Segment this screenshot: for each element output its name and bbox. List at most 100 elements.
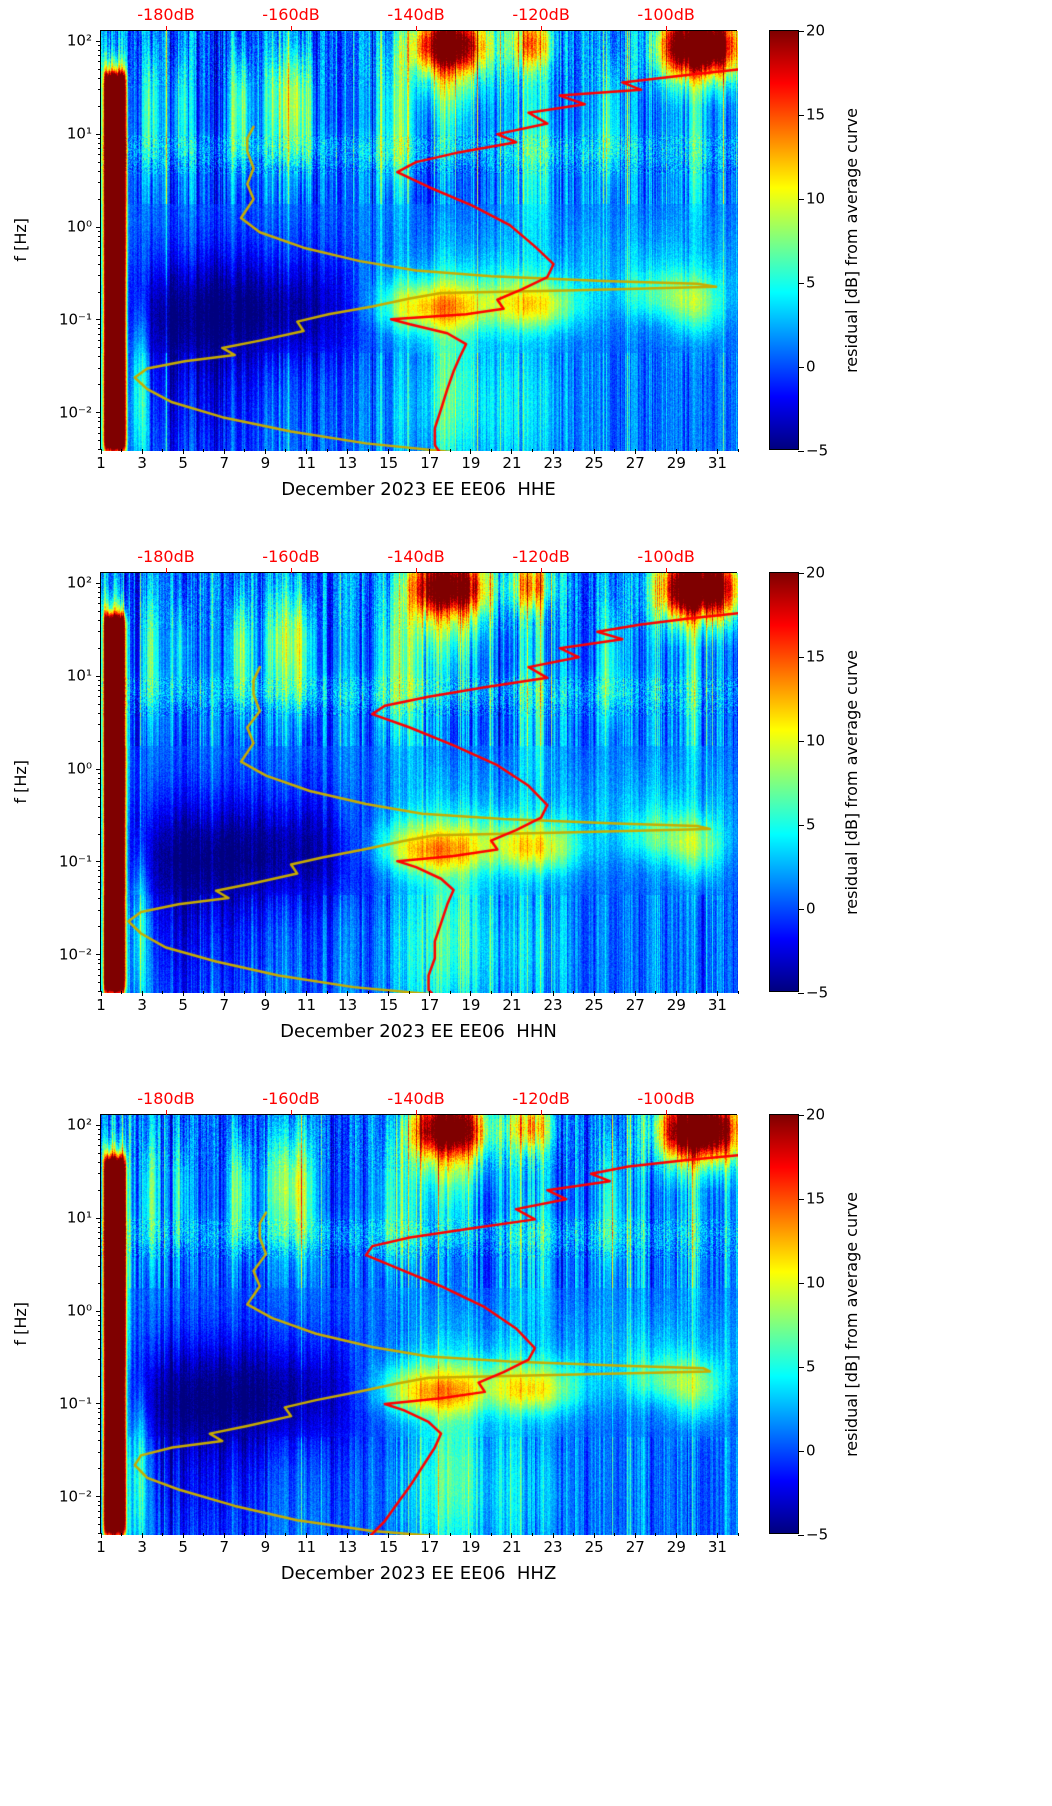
x-tick-label: 25 (584, 1538, 604, 1556)
x-tick-label: 11 (296, 454, 317, 472)
x-minor-tick (490, 449, 492, 452)
x-minor-tick (326, 991, 328, 994)
plot-title: December 2023 EE EE06 HHZ (280, 1563, 557, 1584)
y-minor-tick (98, 1468, 101, 1470)
x-tick (593, 449, 595, 454)
spectrogram-panel-hhe: f [Hz] 1 3 5 7 9 11 13 15 17 19 21 23 25 27 29 31 10² 10¹… (0, 0, 1052, 542)
y-tick (96, 226, 101, 228)
x-tick-label: 15 (379, 1538, 399, 1556)
x-tick (223, 991, 225, 996)
colorbar-tick (798, 1366, 804, 1368)
y-minor-tick (98, 105, 101, 107)
y-tick-label: 10⁰ (66, 1301, 92, 1320)
x-tick (182, 991, 184, 996)
colorbar-tick-label: 0 (806, 899, 816, 918)
x-tick-label: 3 (137, 1538, 147, 1556)
x-minor-tick (121, 449, 123, 452)
x-tick-label: 11 (296, 996, 317, 1014)
colorbar-tick (798, 282, 804, 284)
x-minor-tick (367, 449, 369, 452)
y-minor-tick (98, 1359, 101, 1361)
y-minor-tick (98, 958, 101, 960)
x-minor-tick (696, 991, 698, 994)
y-minor-tick (98, 1152, 101, 1154)
y-minor-tick (98, 772, 101, 774)
plot-title: December 2023 EE EE06 HHE (281, 479, 556, 500)
y-minor-tick (98, 1226, 101, 1228)
x-tick-label: 3 (137, 996, 147, 1014)
y-minor-tick (98, 1331, 101, 1333)
x-tick (347, 991, 349, 996)
y-axis-label-text: f [Hz] (10, 760, 30, 804)
x-minor-tick (449, 449, 451, 452)
y-tick-label: 10⁻¹ (58, 310, 92, 329)
y-minor-tick (98, 230, 101, 232)
y-minor-tick (98, 796, 101, 798)
plot-area: 1 3 5 7 9 11 13 15 17 19 21 23 25 27 29 31 10² 10¹ 10⁰ 10⁻¹… (59, 1091, 739, 1555)
x-tick-label: 19 (461, 454, 481, 472)
y-minor-tick (98, 968, 101, 970)
y-tick-label: 10⁻¹ (58, 1394, 92, 1413)
y-axis-label-text: f [Hz] (10, 1302, 30, 1346)
y-tick (96, 1403, 101, 1405)
top-db-tick (290, 26, 292, 31)
colorbar-tick-label: 0 (806, 1441, 816, 1460)
y-minor-tick (98, 991, 101, 993)
x-minor-tick (326, 449, 328, 452)
colorbar: 20 15 10 5 0 −5 (769, 565, 828, 1000)
x-minor-tick (573, 991, 575, 994)
x-tick (223, 1533, 225, 1538)
y-minor-tick (98, 77, 101, 79)
colorbar-tick (798, 824, 804, 826)
x-minor-tick (573, 1533, 575, 1536)
y-minor-tick (98, 275, 101, 277)
y-minor-tick (98, 1407, 101, 1409)
x-tick-label: 19 (461, 1538, 481, 1556)
x-tick-label: 29 (666, 1538, 686, 1556)
y-tick (96, 133, 101, 135)
x-tick-label: 9 (260, 454, 271, 472)
colorbar-tick-label: 10 (806, 731, 826, 750)
colorbar-axis-label: residual [dB] from average curve (838, 30, 864, 450)
colorbar-axis-label: residual [dB] from average curve (838, 1114, 864, 1534)
x-minor-tick (573, 449, 575, 452)
y-minor-tick (98, 926, 101, 928)
x-tick-label: 23 (543, 996, 563, 1014)
x-tick (470, 449, 472, 454)
colorbar: 20 15 10 5 0 −5 (769, 23, 828, 458)
x-minor-tick (408, 991, 410, 994)
y-minor-tick (98, 291, 101, 293)
y-minor-tick (98, 591, 101, 593)
y-minor-tick (98, 1189, 101, 1191)
top-db-tick (540, 1110, 542, 1115)
spectrogram-canvas-hhn (101, 573, 738, 993)
colorbar-tick-label: 20 (806, 563, 826, 582)
x-tick (552, 991, 554, 996)
x-tick-label: 9 (260, 996, 271, 1014)
colorbar-tick (798, 450, 804, 452)
top-db-tick (290, 1110, 292, 1115)
x-tick-label: 1 (96, 1538, 106, 1556)
top-db-tick-label: -100dB (637, 547, 695, 566)
x-tick-label: 29 (666, 454, 686, 472)
colorbar-tick-label: 20 (806, 1105, 826, 1124)
x-tick-label: 7 (219, 996, 230, 1014)
y-minor-tick (98, 1238, 101, 1240)
y-minor-tick (98, 619, 101, 621)
y-minor-tick (98, 703, 101, 705)
y-minor-tick (98, 963, 101, 965)
top-db-tick-label: -120dB (512, 547, 570, 566)
x-minor-tick (696, 449, 698, 452)
x-minor-tick (532, 1533, 534, 1536)
x-tick (470, 1533, 472, 1538)
y-minor-tick (98, 347, 101, 349)
x-minor-tick (490, 991, 492, 994)
x-tick-label: 31 (707, 996, 727, 1014)
y-minor-tick (98, 61, 101, 63)
y-tick-label: 10⁻² (58, 403, 92, 422)
y-minor-tick (98, 384, 101, 386)
x-tick-label: 21 (502, 454, 522, 472)
y-minor-tick (98, 724, 101, 726)
y-minor-tick (98, 1161, 101, 1163)
